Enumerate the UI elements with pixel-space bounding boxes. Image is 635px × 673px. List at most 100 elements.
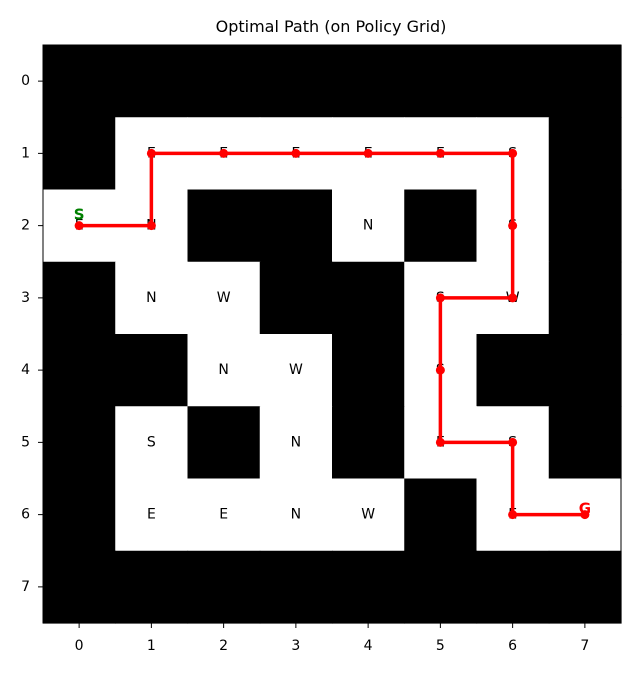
- wall-cell: [43, 478, 116, 552]
- path-point: [146, 221, 156, 231]
- wall-cell: [548, 334, 622, 407]
- wall-cell: [548, 261, 622, 335]
- wall-cell: [115, 550, 189, 624]
- free-cell: [115, 406, 189, 480]
- wall-cell: [404, 189, 478, 263]
- wall-cell: [259, 189, 333, 263]
- wall-cell: [476, 550, 550, 624]
- policy-label: N: [291, 434, 301, 450]
- x-axis: 0 1 2 3 4 5 6 7: [75, 623, 589, 654]
- free-cell: [187, 261, 261, 335]
- wall-cell: [259, 550, 333, 624]
- policy-label: W: [217, 290, 231, 306]
- y-tick-label: 5: [21, 434, 30, 450]
- wall-cell: [332, 550, 405, 624]
- y-tick-label: 0: [21, 73, 30, 89]
- policy-label: N: [291, 507, 301, 523]
- x-tick-label: 2: [219, 638, 228, 654]
- wall-cell: [332, 261, 405, 335]
- wall-cell: [332, 45, 405, 118]
- wall-cell: [476, 45, 550, 118]
- path-point: [508, 437, 518, 447]
- plot-frame: [42, 44, 622, 624]
- free-cell: [259, 406, 333, 480]
- wall-cell: [115, 45, 189, 118]
- path-point: [146, 148, 156, 158]
- wall-cell: [43, 406, 116, 480]
- path-point: [508, 510, 518, 520]
- path-point: [435, 365, 445, 375]
- wall-cell: [548, 117, 622, 191]
- x-tick-label: 3: [291, 638, 300, 654]
- policy-label: E: [147, 507, 156, 523]
- policy-label: N: [218, 362, 228, 378]
- wall-cell: [43, 550, 116, 624]
- path-point: [74, 221, 84, 231]
- path-point: [508, 293, 518, 303]
- wall-cell: [332, 406, 405, 480]
- y-tick-label: 3: [21, 290, 30, 306]
- grid-cells: [43, 45, 622, 624]
- free-cell: [115, 478, 189, 552]
- path-point: [435, 148, 445, 158]
- wall-cell: [259, 261, 333, 335]
- path-point: [291, 148, 301, 158]
- y-axis: 0 1 2 3 4 5 6 7: [21, 73, 43, 595]
- y-tick-label: 2: [21, 218, 30, 234]
- policy-label: N: [363, 218, 373, 234]
- path-point: [363, 148, 373, 158]
- free-cell: [332, 478, 405, 552]
- wall-cell: [404, 45, 478, 118]
- wall-cell: [548, 45, 622, 118]
- free-cell: [332, 189, 405, 263]
- wall-cell: [548, 550, 622, 624]
- path-point: [580, 510, 590, 520]
- free-cell: [187, 478, 261, 552]
- free-cell: [115, 261, 189, 335]
- x-tick-label: 7: [580, 638, 589, 654]
- path-point: [508, 148, 518, 158]
- x-tick-label: 1: [147, 638, 156, 654]
- start-goal-markers: SG: [74, 206, 591, 518]
- policy-label: N: [146, 290, 156, 306]
- wall-cell: [43, 117, 116, 191]
- optimal-path: [74, 148, 590, 520]
- wall-cell: [548, 406, 622, 480]
- path-line: [79, 151, 585, 517]
- wall-cell: [115, 334, 189, 407]
- y-tick-label: 6: [21, 507, 30, 523]
- path-point: [508, 221, 518, 231]
- path-point: [219, 148, 229, 158]
- wall-cell: [548, 189, 622, 263]
- wall-cell: [187, 189, 261, 263]
- free-cell: [187, 334, 261, 407]
- start-marker: S: [74, 206, 85, 224]
- policy-label: W: [289, 362, 303, 378]
- goal-marker: G: [579, 500, 591, 518]
- policy-label: W: [361, 507, 375, 523]
- policy-label: E: [219, 507, 228, 523]
- wall-cell: [187, 45, 261, 118]
- x-tick-label: 6: [508, 638, 517, 654]
- free-cell: [259, 478, 333, 552]
- wall-cell: [43, 334, 116, 407]
- y-tick-label: 7: [21, 579, 30, 595]
- x-tick-label: 0: [75, 638, 84, 654]
- wall-cell: [43, 261, 116, 335]
- wall-cell: [404, 550, 478, 624]
- y-tick-label: 4: [21, 362, 30, 378]
- wall-cell: [476, 334, 550, 407]
- wall-cell: [332, 334, 405, 407]
- x-tick-label: 5: [436, 638, 445, 654]
- wall-cell: [187, 550, 261, 624]
- wall-cell: [187, 406, 261, 480]
- x-tick-label: 4: [364, 638, 373, 654]
- path-point: [435, 293, 445, 303]
- wall-cell: [404, 478, 478, 552]
- wall-cell: [43, 45, 116, 118]
- chart-title: Optimal Path (on Policy Grid): [216, 17, 447, 36]
- path-point: [435, 437, 445, 447]
- policy-label: S: [147, 434, 156, 450]
- wall-cell: [259, 45, 333, 118]
